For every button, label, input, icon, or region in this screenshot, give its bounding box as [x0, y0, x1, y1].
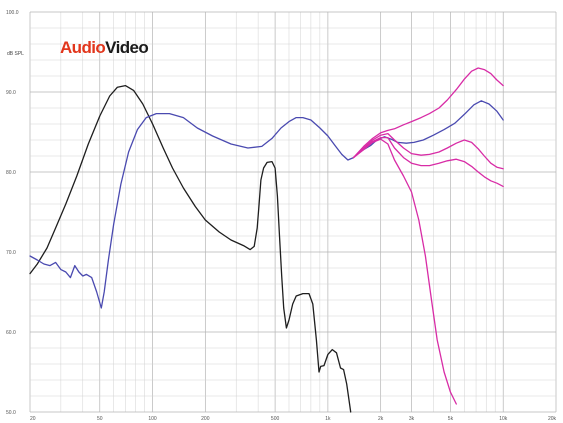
x-tick-label: 20 — [30, 416, 36, 422]
y-tick-label: 80.0 — [6, 170, 16, 176]
x-tick-label: 10k — [499, 416, 508, 422]
x-axis-tick-labels: 20 50 100 200 500 1k 2k 3k 5k 10k 20k — [30, 416, 556, 422]
svg-text:AudioVideo: AudioVideo — [60, 38, 148, 57]
y-tick-label: 100.0 — [6, 10, 19, 16]
major-vertical-gridlines — [29, 12, 557, 412]
y-axis-unit-label: dB SPL — [7, 51, 24, 57]
y-axis-tick-labels: 100.0 90.0 80.0 70.0 60.0 50.0 — [6, 10, 19, 416]
x-tick-label: 50 — [97, 416, 103, 422]
logo-text-audio: Audio — [60, 38, 105, 57]
x-tick-label: 200 — [201, 416, 210, 422]
series-line-6 — [352, 138, 457, 405]
y-tick-label: 60.0 — [6, 330, 16, 336]
x-tick-label: 20k — [548, 416, 557, 422]
y-tick-label: 70.0 — [6, 250, 16, 256]
series-line-5 — [352, 136, 504, 188]
series-line-4 — [352, 132, 504, 170]
y-tick-label: 50.0 — [6, 410, 16, 416]
logo-text-video: Video — [105, 38, 148, 57]
x-tick-label: 5k — [448, 416, 454, 422]
x-tick-label: 100 — [148, 416, 157, 422]
horizontal-gridlines — [30, 11, 556, 413]
x-tick-label: 2k — [378, 416, 384, 422]
x-tick-label: 500 — [271, 416, 280, 422]
x-tick-label: 1k — [325, 416, 331, 422]
series-lines — [29, 67, 504, 413]
series-line-1 — [29, 84, 352, 413]
grid — [29, 11, 557, 413]
series-line-3 — [352, 67, 504, 159]
x-tick-label: 3k — [409, 416, 415, 422]
series-line-2 — [29, 100, 504, 309]
audiovideo-logo: AudioVideo — [60, 38, 149, 57]
y-tick-label: 90.0 — [6, 90, 16, 96]
minor-vertical-gridlines — [60, 12, 496, 412]
